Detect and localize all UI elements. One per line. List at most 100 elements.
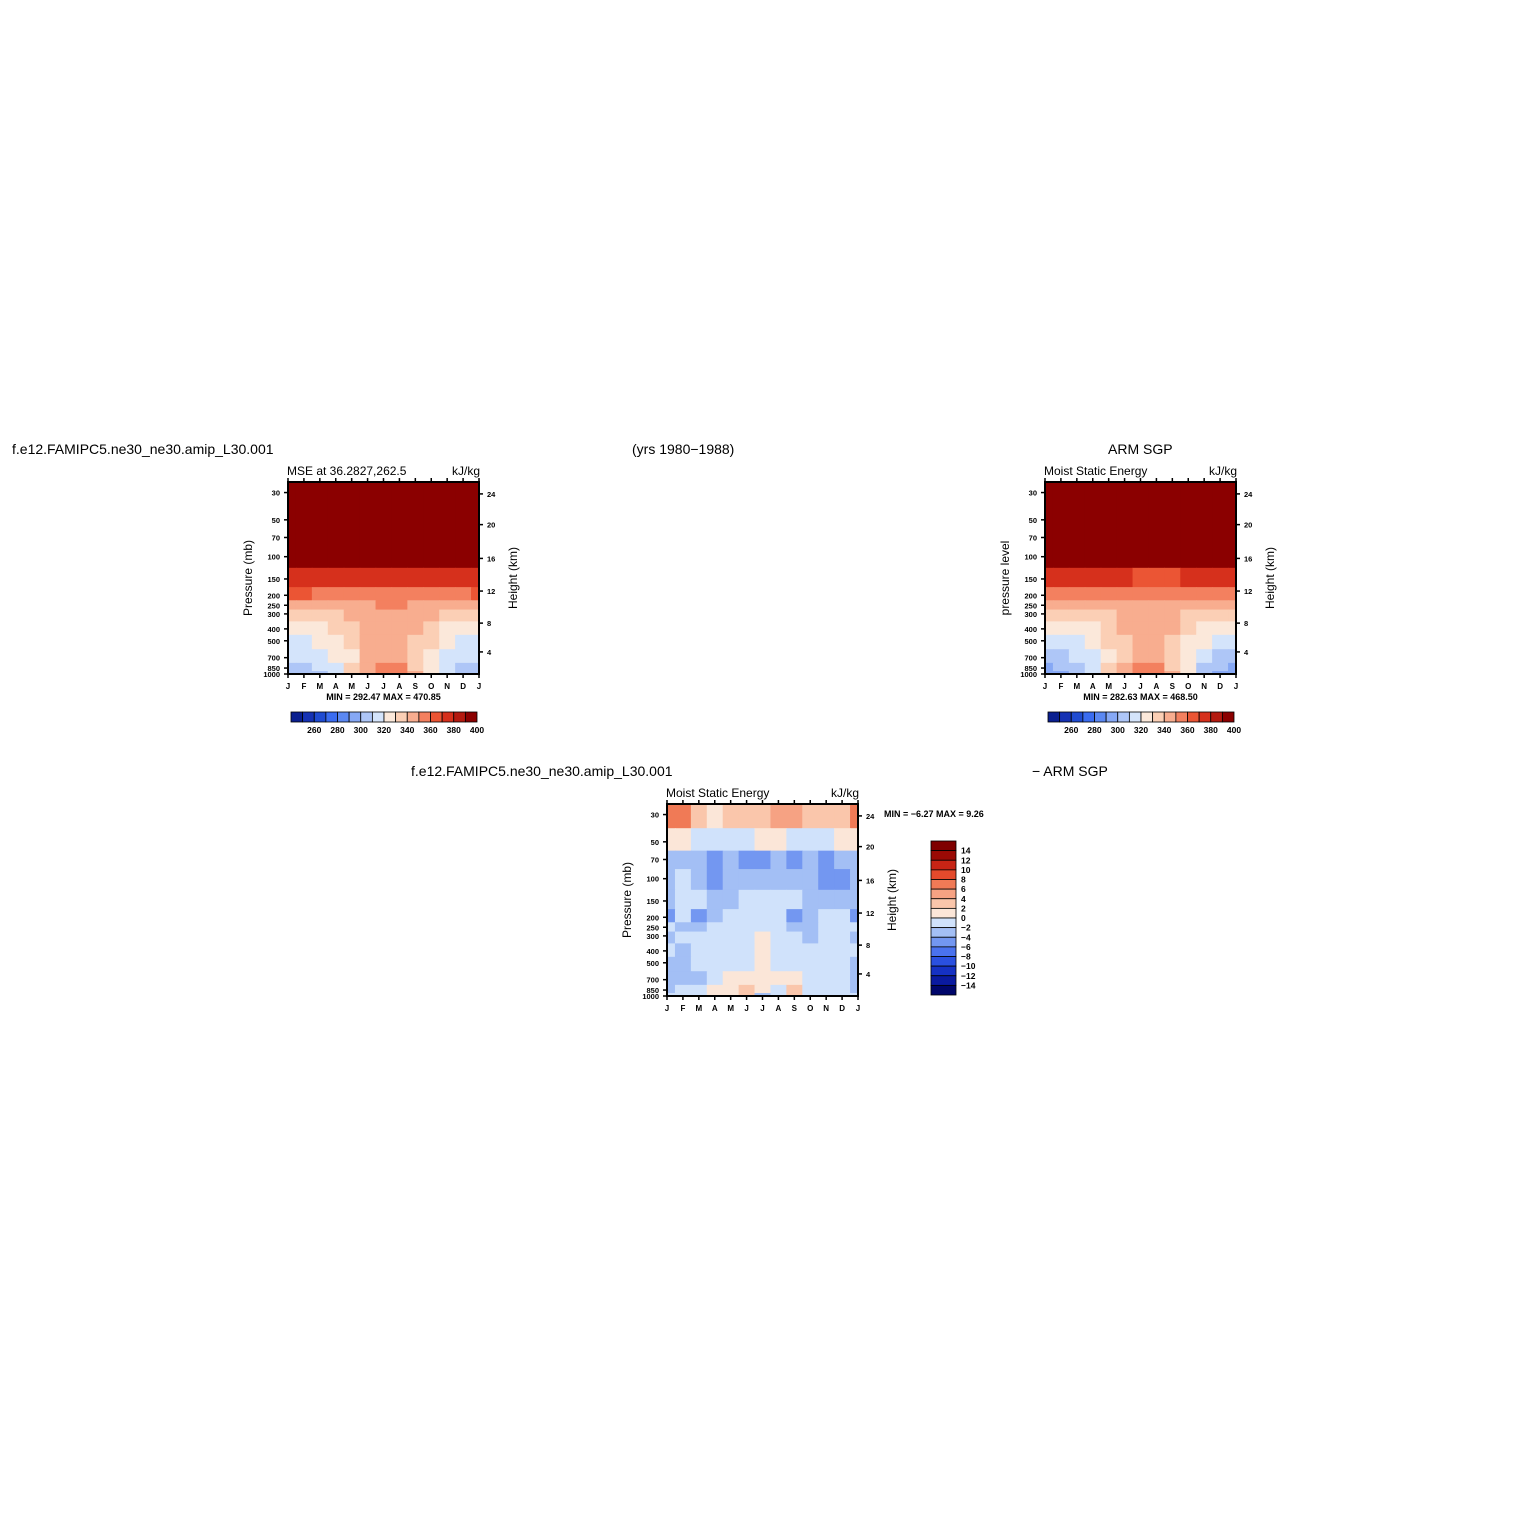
heatmap-cell-p0 [455, 609, 472, 622]
heatmap-cell-p2 [786, 993, 803, 997]
heatmap-cell-p2 [770, 971, 787, 986]
heatmap-cell-p2 [706, 971, 724, 986]
colorbar-box-p0 [453, 711, 466, 723]
y-axis-label-p2: Pressure (mb) [620, 862, 634, 938]
heatmap-cell-p1 [1100, 609, 1118, 622]
heatmap-cell-p1 [1052, 649, 1070, 664]
heatmap-cell-p0 [455, 649, 472, 664]
heatmap-cell-p2 [802, 956, 819, 972]
heatmap-cell-p2 [722, 850, 740, 870]
heatmap-cell-p0 [359, 528, 377, 548]
heatmap-cell-p1 [1180, 621, 1197, 636]
heatmap-cell-p2 [674, 889, 692, 910]
heatmap-cell-p0 [343, 567, 361, 588]
colorbar-label-p2: −12 [961, 971, 976, 981]
colorbar-label-p2: 4 [961, 894, 966, 904]
heatmap-cell-p0 [359, 482, 377, 507]
heatmap-cell-p2 [690, 909, 708, 923]
colorbar-box-p0 [325, 711, 338, 723]
heatmap-cell-p0 [288, 600, 297, 611]
heatmap-cell-p2 [850, 956, 859, 972]
heatmap-cell-p0 [439, 528, 456, 548]
colorbar-label-p2: 6 [961, 884, 966, 894]
y-tick-label-p2: 150 [646, 897, 659, 906]
heatmap-cell-p0 [359, 671, 377, 675]
heatmap-cell-p2 [818, 943, 835, 958]
panel-units-p2: kJ/kg [831, 786, 859, 800]
heatmap-cell-p2 [850, 804, 859, 829]
heatmap-cell-p2 [850, 971, 859, 986]
heatmap-cell-p0 [407, 634, 424, 650]
heatmap-cell-p2 [667, 889, 676, 910]
heatmap-cell-p1 [1132, 621, 1150, 636]
heatmap-cell-p1 [1212, 634, 1229, 650]
heatmap-cell-p1 [1084, 528, 1102, 548]
heatmap-cell-p2 [834, 984, 851, 994]
heatmap-cell-p1 [1164, 506, 1181, 530]
heatmap-cell-p2 [706, 922, 724, 933]
heatmap-cell-p0 [439, 662, 456, 672]
x-tick-label-p2: J [665, 1004, 669, 1013]
x-tick-label-p2: J [744, 1004, 748, 1013]
heatmap-cell-p2 [818, 993, 835, 997]
y-tick-label-p0: 1000 [263, 670, 280, 679]
heatmap-cell-p1 [1212, 609, 1229, 622]
diff-obs-label: − ARM SGP [1032, 763, 1108, 779]
x-tick-label-p0: N [444, 682, 450, 691]
heatmap-cell-p1 [1148, 482, 1165, 507]
colorbar-label-p0: 320 [377, 725, 391, 735]
colorbar-label-p1: 320 [1134, 725, 1148, 735]
heatmap-cell-p0 [455, 662, 472, 672]
heatmap-cell-p1 [1116, 482, 1134, 507]
heatmap-cell-p0 [343, 609, 361, 622]
y-tick-label-p0: 70 [272, 533, 280, 542]
colorbar-label-p1: 400 [1227, 725, 1241, 735]
y-right-tick-label-p1: 4 [1244, 648, 1249, 657]
heatmap-cell-p2 [786, 931, 803, 944]
x-tick-label-p0: J [477, 682, 481, 691]
heatmap-cell-p2 [674, 828, 692, 852]
heatmap-cell-p0 [327, 506, 345, 530]
colorbar-label-p1: 300 [1111, 725, 1125, 735]
heatmap-cell-p2 [770, 956, 787, 972]
heatmap-cell-p0 [407, 567, 424, 588]
heatmap-cell-p2 [834, 971, 851, 986]
heatmap-cell-p2 [667, 971, 676, 986]
heatmap-cell-p2 [690, 850, 708, 870]
y-right-axis-label-p2: Height (km) [885, 869, 899, 931]
x-tick-label-p1: O [1185, 682, 1191, 691]
heatmap-cell-p2 [754, 889, 772, 910]
heatmap-cell-p1 [1196, 547, 1213, 569]
heatmap-cell-p0 [423, 506, 440, 530]
heatmap-cell-p0 [407, 587, 424, 601]
heatmap-cell-p0 [391, 482, 408, 507]
heatmap-cell-p1 [1084, 600, 1102, 611]
heatmap-cell-p1 [1132, 547, 1150, 569]
heatmap-cell-p0 [295, 528, 313, 548]
heatmap-cell-p2 [818, 889, 835, 910]
heatmap-cell-p1 [1116, 634, 1134, 650]
heatmap-cell-p0 [375, 547, 393, 569]
colorbar-box-p2 [930, 946, 957, 957]
heatmap-cell-p0 [471, 671, 480, 675]
heatmap-cell-p1 [1228, 671, 1237, 675]
colorbar-box-p1 [1198, 711, 1212, 723]
y-tick-label-p0: 100 [267, 553, 280, 562]
heatmap-cell-p2 [802, 909, 819, 923]
x-tick-label-p1: J [1234, 682, 1238, 691]
heatmap-cell-p1 [1116, 528, 1134, 548]
heatmap-cell-p2 [850, 869, 859, 891]
heatmap-cell-p2 [818, 971, 835, 986]
heatmap-cell-p1 [1068, 482, 1086, 507]
heatmap-cell-p1 [1084, 662, 1102, 672]
heatmap-cell-p0 [359, 567, 377, 588]
heatmap-cell-p0 [359, 649, 377, 664]
colorbar-box-p0 [418, 711, 431, 723]
heatmap-cell-p2 [802, 889, 819, 910]
heatmap-cell-p1 [1148, 547, 1165, 569]
min-max-label-p2: MIN = −6.27 MAX = 9.26 [884, 809, 984, 819]
heatmap-cell-p1 [1148, 567, 1165, 588]
heatmap-cell-p1 [1068, 506, 1086, 530]
heatmap-cell-p0 [439, 621, 456, 636]
colorbar-box-p0 [313, 711, 327, 723]
